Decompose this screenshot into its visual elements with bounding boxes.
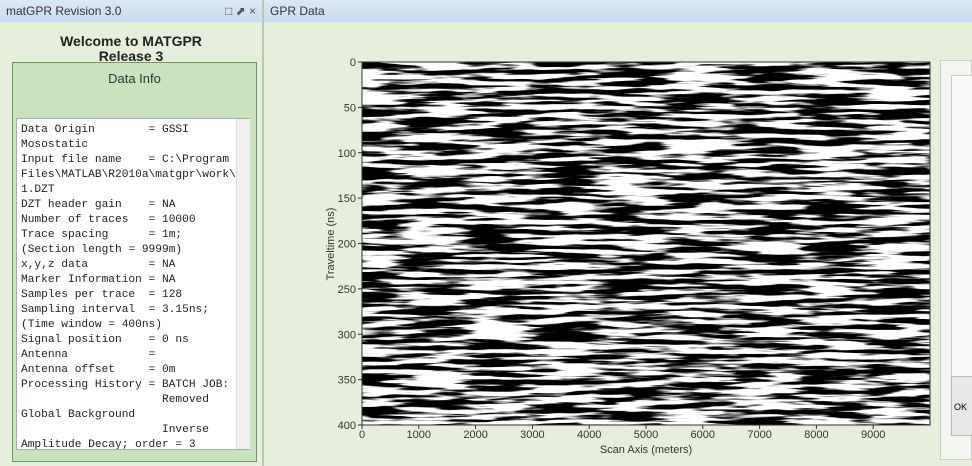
window-title: matGPR Revision 3.0 [6,4,122,18]
info-line: x,y,z data = NA [21,259,176,271]
info-line: DZT header gain = NA [21,199,176,211]
title-bar: matGPR Revision 3.0 □ ⬈ × [0,0,262,22]
heading: Welcome to MATGPR Release 3 [0,34,262,64]
info-line: Marker Information = NA [21,274,176,286]
y-tick-label: 350 [338,375,356,387]
side-panel: OK [940,60,972,460]
x-tick-label: 2000 [463,429,487,441]
x-tick-label: 9000 [861,429,885,441]
info-line: Samples per trace = 128 [21,289,183,301]
info-line: Sampling interval = 3.15ns; [21,304,209,316]
info-line: (Time window = 400ns) [21,319,162,331]
plot-frame [361,61,931,426]
x-tick-label: 7000 [747,429,771,441]
info-line: Input file name = C:\Program [21,154,230,166]
info-line: 1.DZT [21,184,55,196]
window-controls[interactable]: □ ⬈ × [225,4,256,18]
info-line: Processing History = BATCH JOB: [21,379,230,391]
welcome: Welcome to MATGPR [60,33,202,49]
y-tick-label: 150 [338,193,356,205]
splitter[interactable] [262,0,264,466]
info-line: Antenna = [21,349,156,361]
y-axis-label: Traveltime (ns) [325,208,337,281]
x-tick-label: 8000 [804,429,828,441]
y-tick-label: 250 [338,284,356,296]
y-tick-label: 400 [338,420,356,432]
info-line: Files\MATLAB\R2010a\matgpr\work\ [21,169,236,181]
info-line: Global Background [21,409,136,421]
x-tick-label: 0 [359,429,365,441]
info-line: Inverse [21,424,209,436]
info-line: Data Origin = GSSI [21,124,189,136]
y-tick-label: 0 [350,57,356,69]
scrollbar[interactable] [236,119,250,449]
x-tick-label: 6000 [691,429,715,441]
x-axis-label: Scan Axis (meters) [600,444,692,456]
slider[interactable] [951,75,972,377]
info-line: (Section length = 9999m) [21,244,183,256]
window-title: GPR Data [270,4,325,18]
ok-button[interactable]: OK [951,376,972,436]
y-tick-label: 50 [344,102,356,114]
y-tick-label: 100 [338,148,356,160]
panel-title: Data Info [108,71,161,86]
y-tick-label: 200 [338,239,356,251]
plot-area [362,62,930,425]
radargram-image [362,62,930,425]
info-line: Number of traces = 10000 [21,214,196,226]
x-tick-label: 4000 [577,429,601,441]
info-line: Antenna offset = 0m [21,364,176,376]
info-line: Mosostatic [21,139,89,151]
info-line: Amplitude Decay; order = 3 [21,439,196,450]
info-line: Removed [21,394,209,406]
info-line: Signal position = 0 ns [21,334,189,346]
release: Release 3 [98,48,164,64]
info-text[interactable]: Data Origin = GSSI Mosostatic Input file n… [16,118,250,450]
title-bar: GPR Data [264,0,972,22]
x-tick-label: 3000 [520,429,544,441]
x-tick-label: 5000 [634,429,658,441]
info-line: Trace spacing = 1m; [21,229,183,241]
y-tick-label: 300 [338,329,356,341]
x-tick-label: 1000 [407,429,431,441]
